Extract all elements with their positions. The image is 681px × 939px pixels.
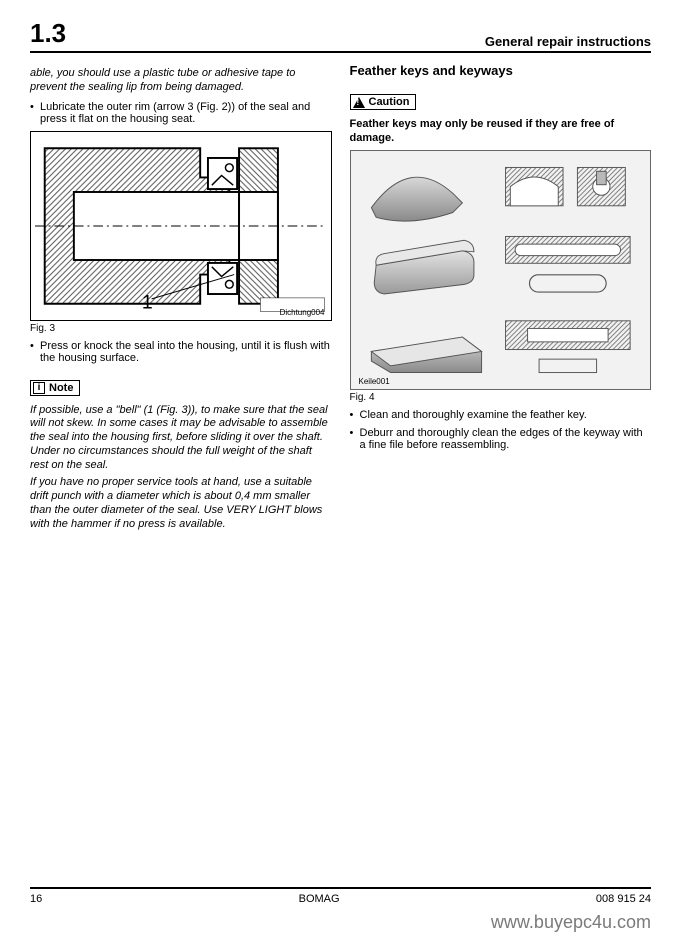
caution-label: Caution [369, 96, 410, 108]
content-columns: able, you should use a plastic tube or a… [30, 63, 651, 535]
seal-diagram-svg: 1 [35, 136, 327, 316]
bullet-item: • Press or knock the seal into the housi… [30, 340, 332, 364]
left-column: able, you should use a plastic tube or a… [30, 63, 332, 535]
bullet-icon: • [350, 409, 360, 421]
feather-keys-svg [357, 157, 645, 383]
figure-3-caption: Fig. 3 [30, 323, 332, 334]
intro-text: able, you should use a plastic tube or a… [30, 67, 332, 95]
subheading: Feather keys and keyways [350, 63, 652, 78]
bullet-icon: • [350, 427, 360, 451]
figure-4-caption: Fig. 4 [350, 392, 652, 403]
figure-4: Keile001 [350, 150, 652, 390]
bullet-text: Clean and thoroughly examine the feather… [360, 409, 587, 421]
figure-4-label: Keile001 [359, 377, 390, 386]
header-title: General repair instructions [485, 34, 651, 49]
bullet-item: • Lubricate the outer rim (arrow 3 (Fig.… [30, 101, 332, 125]
bullet-text: Press or knock the seal into the housing… [40, 340, 332, 364]
bullet-item: • Deburr and thoroughly clean the edges … [350, 427, 652, 451]
section-number: 1.3 [30, 18, 66, 49]
page-number: 16 [30, 893, 42, 905]
callout-1: 1 [142, 291, 153, 313]
doc-number: 008 915 24 [596, 893, 651, 905]
figure-3-label: Dichtung004 [280, 308, 325, 317]
bullet-text: Deburr and thoroughly clean the edges of… [360, 427, 652, 451]
figure-3: 1 Dichtung004 [30, 131, 332, 321]
note-paragraph: If possible, use a "bell" (1 (Fig. 3)), … [30, 404, 332, 473]
bullet-icon: • [30, 340, 40, 364]
page: 1.3 General repair instructions able, yo… [0, 0, 681, 535]
caution-box: Caution [350, 94, 417, 110]
caution-text: Feather keys may only be reused if they … [350, 118, 652, 146]
note-box: i Note [30, 380, 80, 396]
page-header: 1.3 General repair instructions [30, 18, 651, 53]
note-label: Note [49, 382, 73, 394]
footer-brand: BOMAG [299, 893, 340, 905]
watermark: www.buyepc4u.com [491, 912, 651, 933]
bullet-item: • Clean and thoroughly examine the feath… [350, 409, 652, 421]
bullet-icon: • [30, 101, 40, 125]
page-footer: 16 BOMAG 008 915 24 [30, 887, 651, 905]
warning-icon [353, 97, 365, 108]
info-icon: i [33, 382, 45, 394]
right-column: Feather keys and keyways Caution Feather… [350, 63, 652, 535]
note-paragraph: If you have no proper service tools at h… [30, 476, 332, 531]
bullet-text: Lubricate the outer rim (arrow 3 (Fig. 2… [40, 101, 332, 125]
